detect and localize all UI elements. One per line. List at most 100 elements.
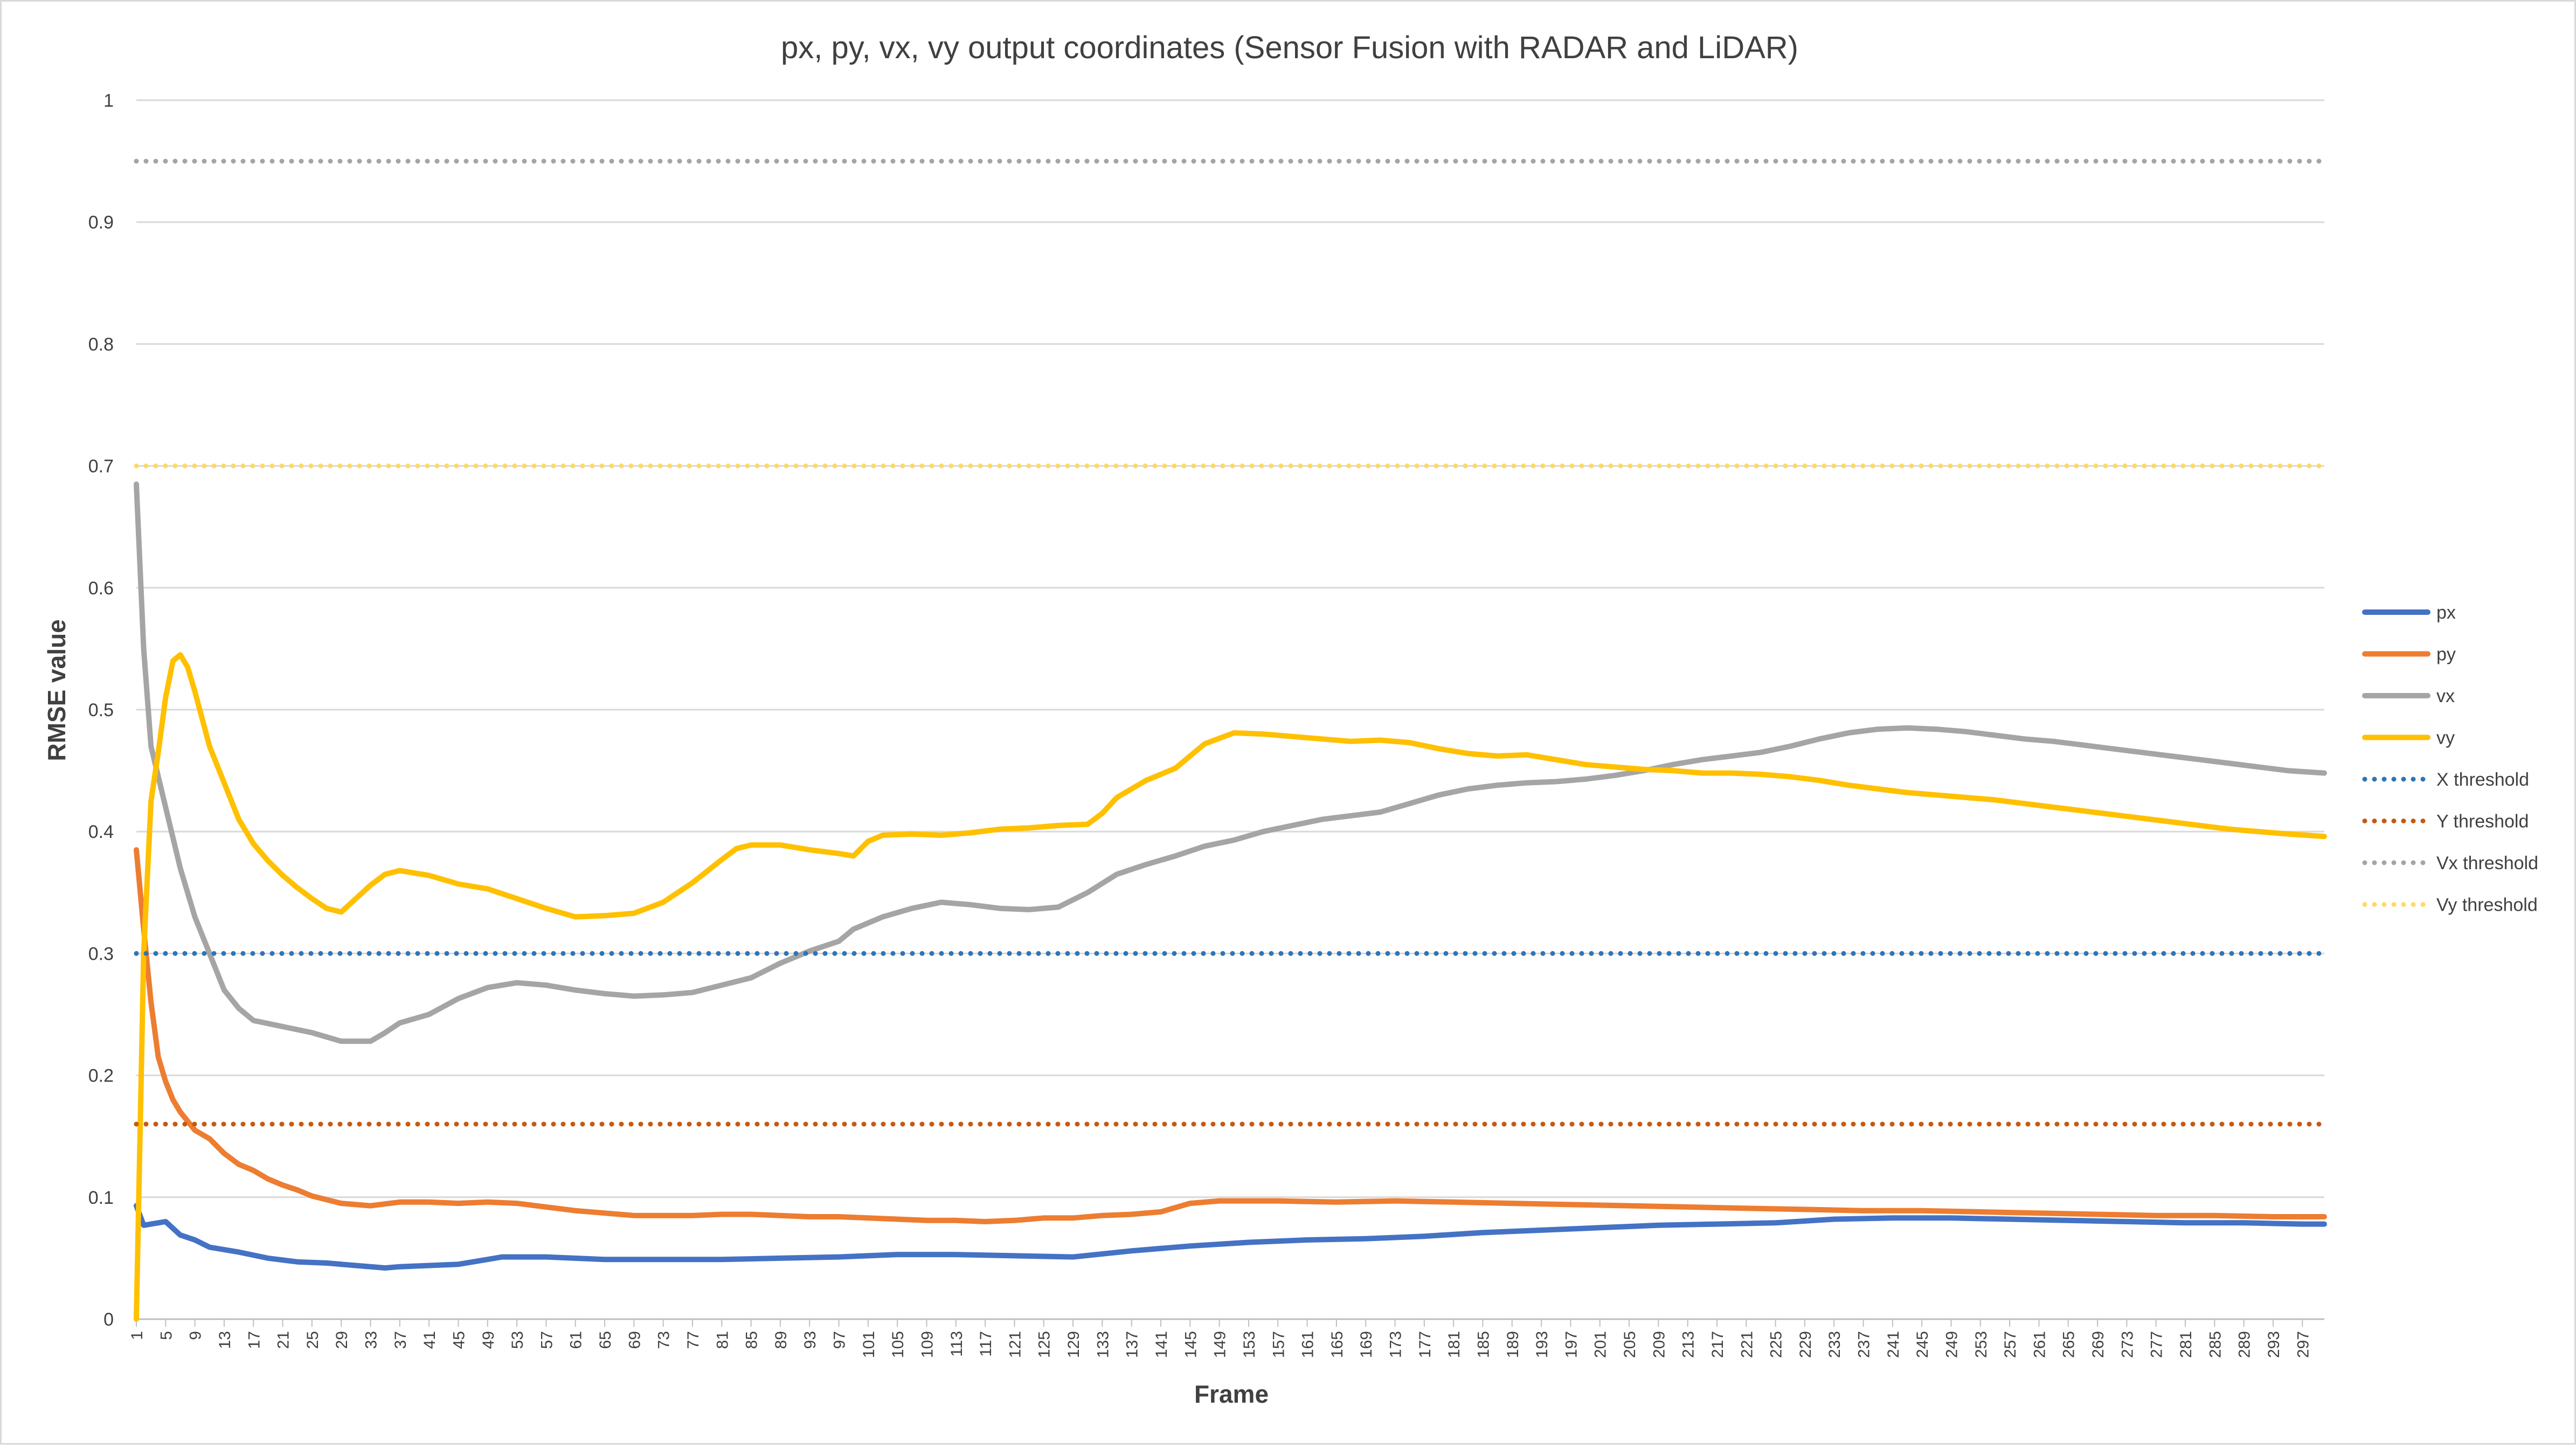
x-tick-label: 49 [480,1331,497,1349]
x-tick-label: 129 [1065,1331,1083,1358]
x-tick-label: 117 [977,1331,995,1357]
legend-label: vx [2436,686,2455,706]
y-tick-label: 0.6 [88,578,114,599]
x-tick-label: 133 [1094,1331,1112,1358]
legend-label: vy [2436,728,2455,748]
x-tick-label: 297 [2294,1331,2312,1358]
x-tick-label: 197 [1562,1331,1580,1358]
x-tick-label: 245 [1914,1331,1931,1358]
x-tick-label: 141 [1153,1331,1171,1358]
y-tick-label: 0.7 [88,456,114,477]
x-tick-label: 17 [245,1331,263,1349]
legend: px py vx vy X threshold Y threshold Vx thresho… [2362,602,2538,916]
x-tick-label: 225 [1768,1331,1785,1358]
x-tick-label: 249 [1943,1331,1961,1358]
x-tick-label: 9 [187,1331,205,1340]
x-tick-label: 65 [597,1331,614,1349]
x-tick-label: 113 [948,1331,966,1357]
x-tick-label: 101 [860,1331,878,1358]
x-tick-label: 121 [1006,1331,1024,1358]
x-tick-label: 269 [2089,1331,2107,1358]
x-tick-label: 213 [1680,1331,1698,1358]
x-tick-label: 261 [2031,1331,2048,1358]
y-tick-label: 0.5 [88,700,114,720]
y-tick-label: 0.9 [88,212,114,233]
x-axis-label: Frame [1194,1380,1269,1408]
x-tick-label: 161 [1299,1331,1317,1358]
x-tick-label: 277 [2148,1331,2166,1358]
x-tick-label: 25 [304,1331,322,1349]
series-line-vx [134,481,2327,1044]
y-tick-label: 0.3 [88,944,114,964]
x-tick-label: 209 [1650,1331,1668,1358]
x-tick-label: 149 [1211,1331,1229,1358]
x-tick-label: 233 [1826,1331,1844,1358]
x-tick-label: 173 [1387,1331,1405,1358]
x-tick-label: 281 [2177,1331,2195,1358]
y-axis-label: RMSE value [43,619,71,761]
x-tick-label: 73 [655,1331,673,1349]
x-tick-label: 293 [2265,1331,2283,1358]
x-tick-label: 201 [1592,1331,1610,1358]
x-tick-label: 93 [801,1331,819,1349]
x-tick-label: 237 [1855,1331,1873,1358]
series-line-px [134,1203,2327,1271]
x-tick-label: 33 [363,1331,380,1349]
y-tick-label: 0.1 [88,1188,114,1208]
y-tick-label: 0.2 [88,1066,114,1086]
x-tick-label: 165 [1328,1331,1346,1358]
x-tick-label: 217 [1709,1331,1727,1358]
x-tick-label: 29 [333,1331,351,1349]
x-tick-label: 13 [216,1331,234,1349]
legend-label: Y threshold [2436,812,2529,832]
series-line-py [134,847,2327,1224]
x-tick-label: 257 [2002,1331,2019,1358]
x-tick-label: 5 [157,1331,175,1340]
x-tick-label: 185 [1474,1331,1492,1358]
x-tick-label: 57 [538,1331,556,1349]
series-lines [134,158,2327,1322]
x-tick-label: 289 [2236,1331,2254,1358]
y-tick-label: 0 [103,1309,114,1330]
gridlines [136,99,2324,1320]
x-tick-label: 1 [128,1331,146,1340]
x-tick-label: 89 [772,1331,790,1349]
y-tick-label: 0.8 [88,334,114,355]
x-tick-label: 157 [1270,1331,1287,1358]
legend-label: px [2436,602,2456,623]
x-tick-label: 137 [1124,1331,1141,1358]
x-tick-label: 85 [743,1331,761,1349]
x-tick-label: 169 [1358,1331,1375,1358]
x-tick-label: 97 [831,1331,849,1349]
legend-label: X threshold [2436,769,2529,790]
x-tick-label: 21 [275,1331,293,1349]
y-tick-label: 0.4 [88,822,114,842]
x-tick-label: 125 [1036,1331,1054,1358]
x-tick-label: 229 [1797,1331,1815,1358]
y-tick-label: 1 [103,91,114,111]
x-tick-label: 41 [421,1331,439,1349]
x-tick-label: 45 [450,1331,468,1349]
x-tick-label: 285 [2206,1331,2224,1358]
chart-title: px, py, vx, vy output coordinates (Senso… [781,30,1798,65]
x-tick-label: 221 [1738,1331,1756,1358]
x-tick-label: 81 [714,1331,731,1349]
x-tick-label: 69 [626,1331,643,1349]
x-tick-label: 37 [392,1331,410,1349]
x-tick-label: 265 [2060,1331,2078,1358]
x-tick-label: 193 [1533,1331,1551,1358]
x-tick-label: 241 [1885,1331,1902,1358]
x-tick-label: 177 [1416,1331,1434,1358]
x-tick-label: 205 [1621,1331,1639,1358]
x-tick-label: 109 [918,1331,936,1358]
x-tick-label: 61 [567,1331,585,1349]
legend-label: Vx threshold [2436,853,2538,873]
x-tick-label: 181 [1445,1331,1463,1358]
x-tick-label: 145 [1182,1331,1200,1358]
series-line-vy [134,652,2327,1322]
x-tick-label: 273 [2118,1331,2136,1358]
x-axis-ticks: 1 5 9 13 17 21 25 29 33 37 41 45 49 53 57 61 65 69 73 77 81 8… [128,1319,2312,1358]
x-tick-label: 53 [509,1331,527,1349]
